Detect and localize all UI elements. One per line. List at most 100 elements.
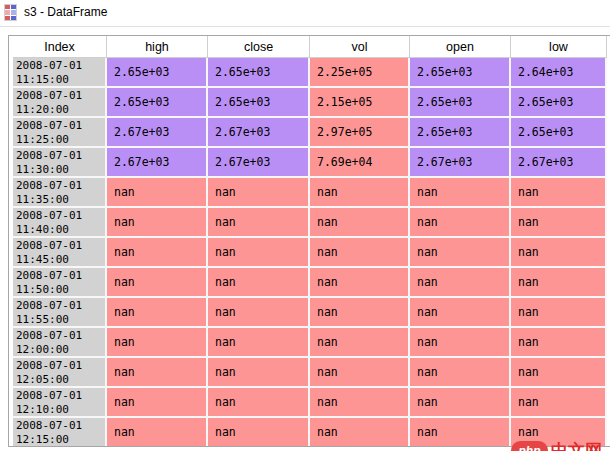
cell-open[interactable]: nan [410,358,511,388]
icon-cell [5,5,10,9]
index-cell[interactable]: 2008-07-0111:50:00 [13,268,107,298]
cell-low[interactable]: nan [511,298,607,328]
column-header-close[interactable]: close [208,36,310,58]
cell-open[interactable]: nan [410,238,511,268]
cell-low[interactable]: 2.65e+03 [511,118,607,148]
cell-close[interactable]: nan [208,328,310,358]
cell-low[interactable]: nan [511,328,607,358]
cell-vol[interactable]: nan [310,388,410,418]
cell-close[interactable]: nan [208,358,310,388]
index-cell[interactable]: 2008-07-0112:05:00 [13,358,107,388]
cell-close[interactable]: nan [208,298,310,328]
table-row: 2008-07-0111:35:00nannannannannan [13,178,610,208]
cell-high[interactable]: nan [107,238,208,268]
cell-low[interactable]: nan [511,358,607,388]
index-cell[interactable]: 2008-07-0112:15:00 [13,418,107,447]
cell-vol[interactable]: nan [310,268,410,298]
index-cell[interactable]: 2008-07-0111:30:00 [13,148,107,178]
cell-low[interactable]: nan [511,268,607,298]
cell-close[interactable]: nan [208,238,310,268]
index-cell[interactable]: 2008-07-0111:55:00 [13,298,107,328]
cell-high[interactable]: nan [107,208,208,238]
cell-low[interactable]: 2.64e+03 [511,58,607,88]
table-row: 2008-07-0111:55:00nannannannannan [13,298,610,328]
cell-vol[interactable]: nan [310,418,410,447]
cell-high[interactable]: nan [107,418,208,447]
cell-open[interactable]: nan [410,208,511,238]
cell-high[interactable]: nan [107,358,208,388]
cell-low[interactable]: nan [511,208,607,238]
cell-high[interactable]: 2.65e+03 [107,88,208,118]
cell-close[interactable]: 2.65e+03 [208,88,310,118]
cell-vol[interactable]: 2.25e+05 [310,58,410,88]
table-row: 2008-07-0112:05:00nannannannannan [13,358,610,388]
icon-cell [11,5,16,9]
cell-close[interactable]: nan [208,178,310,208]
cell-close[interactable]: nan [208,388,310,418]
cell-high[interactable]: 2.67e+03 [107,148,208,178]
cell-high[interactable]: nan [107,328,208,358]
dataframe-grid-icon [4,4,17,21]
cell-vol[interactable]: nan [310,208,410,238]
cell-close[interactable]: nan [208,208,310,238]
index-cell[interactable]: 2008-07-0111:25:00 [13,118,107,148]
cell-open[interactable]: 2.67e+03 [410,148,511,178]
index-cell[interactable]: 2008-07-0111:20:00 [13,88,107,118]
cell-vol[interactable]: 7.69e+04 [310,148,410,178]
index-cell[interactable]: 2008-07-0111:35:00 [13,178,107,208]
cell-low[interactable]: nan [511,178,607,208]
cell-low[interactable]: nan [511,238,607,268]
cell-close[interactable]: 2.67e+03 [208,148,310,178]
window-title: s3 - DataFrame [24,0,107,26]
cell-high[interactable]: nan [107,298,208,328]
column-header-index[interactable]: Index [13,36,107,58]
table-row: 2008-07-0111:30:002.67e+032.67e+037.69e+… [13,148,610,178]
cell-open[interactable]: nan [410,328,511,358]
dataframe-table: Indexhighclosevolopenlow 2008-07-0111:15… [8,35,610,447]
table-body: 2008-07-0111:15:002.65e+032.65e+032.25e+… [13,58,610,447]
cell-vol[interactable]: nan [310,238,410,268]
cell-vol[interactable]: 2.15e+05 [310,88,410,118]
cell-low[interactable]: 2.67e+03 [511,148,607,178]
table-row: 2008-07-0112:10:00nannannannannan [13,388,610,418]
cell-open[interactable]: 2.65e+03 [410,118,511,148]
cell-high[interactable]: 2.67e+03 [107,118,208,148]
index-cell[interactable]: 2008-07-0111:40:00 [13,208,107,238]
column-header-vol[interactable]: vol [310,36,410,58]
cell-open[interactable]: nan [410,388,511,418]
cell-high[interactable]: nan [107,178,208,208]
cell-open[interactable]: 2.65e+03 [410,88,511,118]
cell-vol[interactable]: nan [310,328,410,358]
cell-high[interactable]: nan [107,268,208,298]
icon-cell [11,10,16,14]
window-title-bar: s3 - DataFrame [0,0,610,27]
index-cell[interactable]: 2008-07-0111:45:00 [13,238,107,268]
cell-high[interactable]: nan [107,388,208,418]
cell-open[interactable]: nan [410,268,511,298]
index-cell[interactable]: 2008-07-0112:10:00 [13,388,107,418]
cell-vol[interactable]: nan [310,358,410,388]
cell-vol[interactable]: 2.97e+05 [310,118,410,148]
cell-high[interactable]: 2.65e+03 [107,58,208,88]
cell-close[interactable]: 2.65e+03 [208,58,310,88]
cell-open[interactable]: nan [410,298,511,328]
index-cell[interactable]: 2008-07-0111:15:00 [13,58,107,88]
cell-open[interactable]: nan [410,178,511,208]
cell-open[interactable]: nan [410,418,511,447]
column-header-high[interactable]: high [107,36,208,58]
column-header-open[interactable]: open [410,36,511,58]
cell-close[interactable]: nan [208,418,310,447]
column-header-low[interactable]: low [511,36,607,58]
table-row: 2008-07-0111:40:00nannannannannan [13,208,610,238]
cell-low[interactable]: nan [511,388,607,418]
cell-low[interactable]: 2.65e+03 [511,88,607,118]
cell-low[interactable]: nan [511,418,607,447]
index-cell[interactable]: 2008-07-0112:00:00 [13,328,107,358]
cell-close[interactable]: nan [208,268,310,298]
cell-close[interactable]: 2.67e+03 [208,118,310,148]
cell-vol[interactable]: nan [310,298,410,328]
cell-open[interactable]: 2.65e+03 [410,58,511,88]
cell-vol[interactable]: nan [310,178,410,208]
table-row: 2008-07-0112:00:00nannannannannan [13,328,610,358]
table-row: 2008-07-0111:50:00nannannannannan [13,268,610,298]
